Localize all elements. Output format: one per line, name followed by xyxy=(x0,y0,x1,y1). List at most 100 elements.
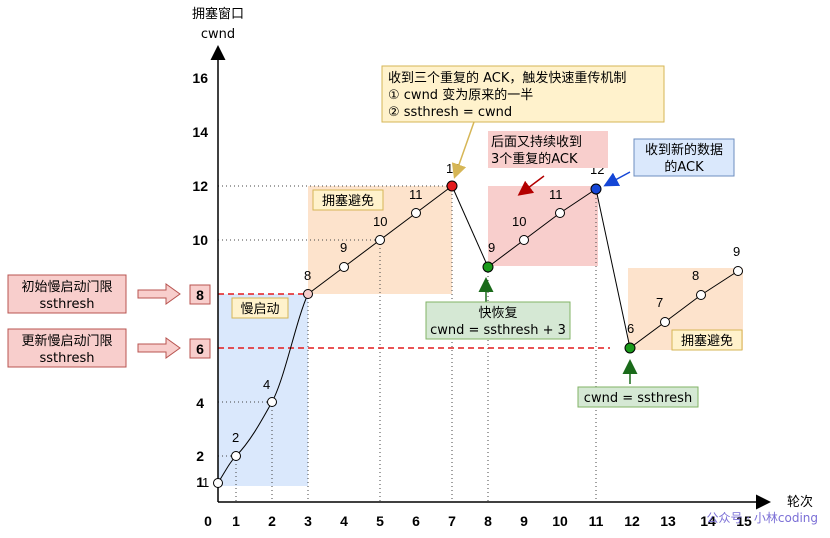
x-tick: 2 xyxy=(268,513,276,529)
x-tick-labels: 0 1 2 3 4 5 6 7 8 9 10 11 12 13 14 15 xyxy=(204,513,752,529)
avoid-label-1: 拥塞避免 xyxy=(322,193,374,209)
point-label: 10 xyxy=(512,214,526,229)
x-tick: 6 xyxy=(412,513,420,529)
then-dup-arrow xyxy=(517,175,545,196)
point-label: 2 xyxy=(232,430,239,445)
point-marker xyxy=(231,451,241,461)
x-tick: 13 xyxy=(660,513,676,529)
drop-line-1 xyxy=(451,185,489,268)
threshold-box-8 xyxy=(189,284,211,305)
x-tick: 14 xyxy=(700,513,716,529)
y-tick: 1 xyxy=(196,474,204,490)
point-marker xyxy=(375,235,385,245)
three-dup-ack-line3: ② ssthresh = cwnd xyxy=(388,105,512,120)
updated-threshold-label: 更新慢启动门限 xyxy=(21,333,112,349)
point-marker xyxy=(519,235,529,245)
point-marker xyxy=(555,208,565,218)
threshold-box-6 xyxy=(189,338,211,359)
point-label: 7 xyxy=(656,295,663,310)
three-dup-ack-line1: 收到三个重复的 ACK，触发快速重传机制 xyxy=(388,70,626,86)
point-label: 10 xyxy=(373,214,387,229)
x-tick: 8 xyxy=(484,513,492,529)
x-tick: 3 xyxy=(304,513,312,529)
y-axis-title: 拥塞窗口 xyxy=(192,6,244,22)
point-label: 8 xyxy=(304,268,311,283)
x-tick: 11 xyxy=(589,513,604,529)
point-label: 1 xyxy=(202,475,209,490)
cwnd-ssthresh-callout xyxy=(577,386,699,408)
point-label: 9 xyxy=(488,240,495,255)
y-tick: 12 xyxy=(192,178,208,194)
slow-start-curve xyxy=(217,293,309,484)
point-marker xyxy=(213,478,223,488)
x-tick: 1 xyxy=(232,513,240,529)
avoid-label-box-2 xyxy=(671,329,743,351)
new-ack-callout xyxy=(633,138,735,177)
avoid-line-3 xyxy=(629,270,739,349)
point-marker xyxy=(696,290,706,300)
fast-recovery-callout xyxy=(425,301,571,340)
x-tick: 0 xyxy=(204,513,212,529)
new-ack-arrow xyxy=(603,171,631,187)
point-marker xyxy=(733,266,743,276)
point-label: 9 xyxy=(733,244,740,259)
then-dup-line1: 后面又持续收到 xyxy=(491,135,582,150)
point-marker xyxy=(303,289,313,299)
point-marker-green xyxy=(624,342,636,354)
avoid-label-2: 拥塞避免 xyxy=(681,333,733,349)
point-label: 9 xyxy=(340,240,347,255)
y-tick: 16 xyxy=(192,70,208,86)
point-label: 11 xyxy=(549,187,563,202)
point-label: 8 xyxy=(692,268,699,283)
three-dup-ack-line2: ① cwnd 变为原来的一半 xyxy=(388,87,533,103)
cwnd-ssthresh-text: cwnd = ssthresh xyxy=(584,391,692,406)
y-tick: 2 xyxy=(196,448,204,464)
x-tick: 7 xyxy=(448,513,456,529)
y-tick-labels: 1 2 4 8 10 12 14 16 xyxy=(192,70,208,490)
data-points xyxy=(213,180,743,488)
slow-start-label-box xyxy=(231,297,289,319)
three-dup-ack-callout xyxy=(381,65,665,123)
arrow-to-threshold-6 xyxy=(137,337,181,359)
y-tick: 4 xyxy=(196,395,204,411)
avoid-line-2 xyxy=(487,188,597,268)
x-axis-title: 轮次 xyxy=(787,494,813,510)
watermark: 公众号 · 小林coding xyxy=(706,511,818,525)
point-marker-blue xyxy=(590,183,602,195)
drop-line-2 xyxy=(595,188,631,349)
y-axis-unit: cwnd xyxy=(201,27,235,42)
arrow-to-threshold-8 xyxy=(137,283,181,305)
x-tick: 10 xyxy=(552,513,568,529)
point-label: 11 xyxy=(409,187,423,202)
y-tick: 14 xyxy=(192,124,208,140)
threshold-value-8: 8 xyxy=(196,287,204,303)
new-ack-line1: 收到新的数据 xyxy=(645,142,723,158)
initial-threshold-sub: ssthresh xyxy=(40,297,95,312)
avoid-label-box-1 xyxy=(312,189,384,211)
point-label: 4 xyxy=(263,377,270,392)
initial-threshold-label-box xyxy=(7,274,127,314)
fast-recovery-line2: cwnd = ssthresh + 3 xyxy=(430,323,566,338)
point-marker xyxy=(267,397,277,407)
x-tick: 15 xyxy=(736,513,752,529)
three-dup-ack-arrow xyxy=(451,121,475,179)
y-tick: 10 xyxy=(192,232,208,248)
x-tick: 4 xyxy=(340,513,348,529)
point-marker xyxy=(411,208,421,218)
threshold-value-6: 6 xyxy=(196,341,204,357)
then-dup-line2: 3个重复的ACK xyxy=(491,151,578,167)
point-marker xyxy=(660,317,670,327)
point-marker xyxy=(339,262,349,272)
point-marker-red xyxy=(446,180,458,192)
x-tick: 9 xyxy=(520,513,528,529)
fast-recovery-line1: 快恢复 xyxy=(478,306,517,321)
slow-start-label: 慢启动 xyxy=(240,301,279,317)
updated-threshold-label-box xyxy=(7,328,127,368)
x-tick: 5 xyxy=(376,513,384,529)
guide-lines xyxy=(218,185,597,502)
initial-threshold-label: 初始慢启动门限 xyxy=(21,279,112,295)
x-tick: 12 xyxy=(624,513,640,529)
point-marker-green xyxy=(482,261,494,273)
point-label: 6 xyxy=(627,321,634,336)
